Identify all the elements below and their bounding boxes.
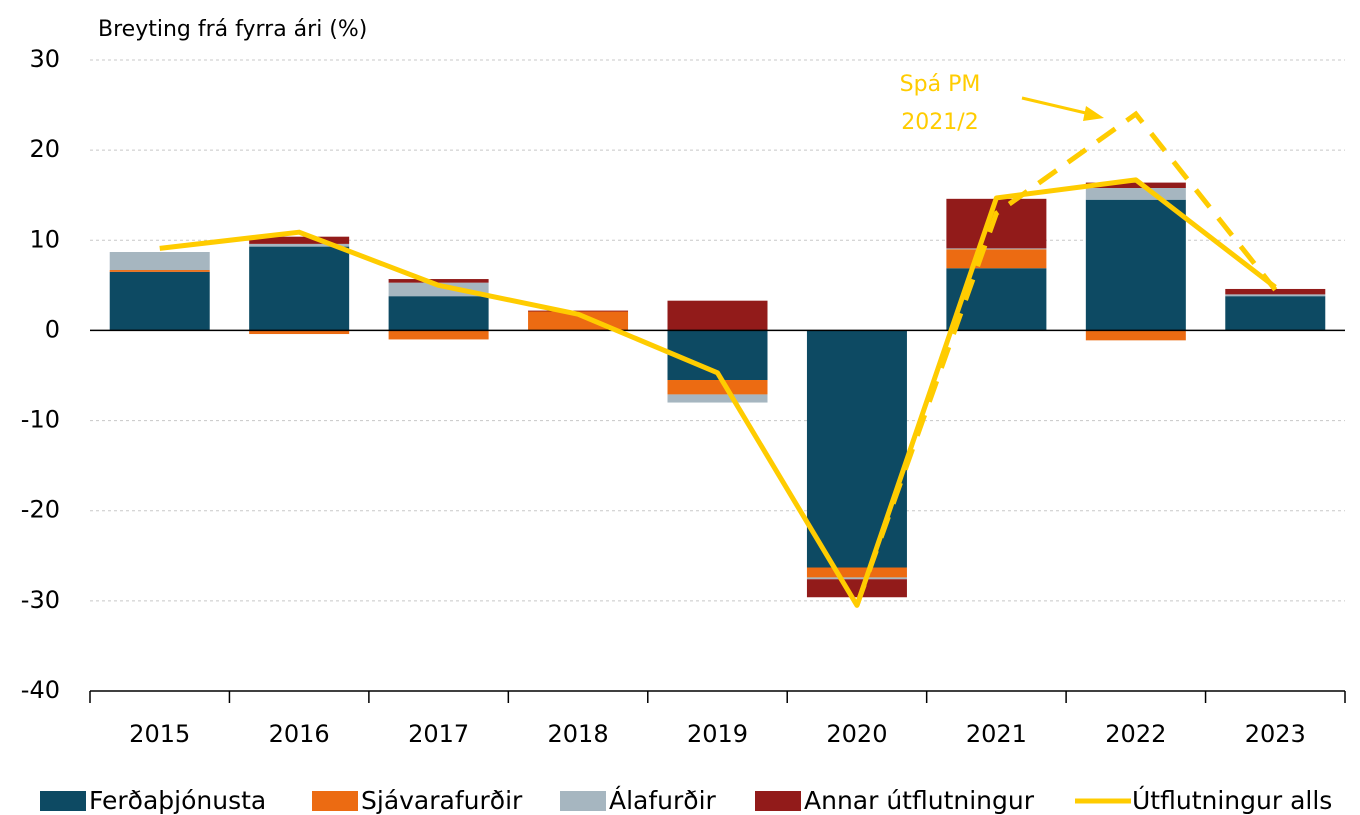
bar <box>388 279 489 283</box>
legend-label: Ferðaþjónusta <box>89 786 266 815</box>
bar <box>249 243 350 247</box>
x-tick-label: 2018 <box>548 720 609 748</box>
legend-label: Sjávarafurðir <box>361 786 523 815</box>
total-line <box>159 177 1277 608</box>
legend-swatch <box>560 791 606 811</box>
x-tick-label: 2021 <box>966 720 1027 748</box>
bar <box>946 249 1047 269</box>
y-tick-label: -10 <box>21 406 60 434</box>
bar <box>1225 296 1326 331</box>
legend-label: Annar útflutningur <box>804 786 1035 815</box>
bar <box>806 579 907 598</box>
y-tick-label: 10 <box>29 225 60 253</box>
x-tick-label: 2022 <box>1105 720 1166 748</box>
bar <box>1085 188 1186 200</box>
bar <box>667 300 768 331</box>
x-tick-label: 2023 <box>1245 720 1306 748</box>
bar <box>1085 330 1186 341</box>
legend-label: Álafurðir <box>609 786 717 815</box>
annotation: Spá PM <box>900 72 981 97</box>
forecast-line <box>854 110 1278 607</box>
y-axis-label: Breyting frá fyrra ári (%) <box>98 17 367 42</box>
legend-label: Útflutningur alls <box>1132 785 1332 815</box>
legend-swatch <box>40 791 86 811</box>
annotation: 2021/2 <box>901 110 978 135</box>
bar <box>806 330 907 568</box>
x-tick-label: 2020 <box>826 720 887 748</box>
bar <box>528 310 629 312</box>
y-tick-label: 0 <box>45 315 60 343</box>
y-tick-label: -30 <box>21 586 60 614</box>
bar <box>667 380 768 395</box>
bar <box>806 567 907 578</box>
bar <box>109 252 210 271</box>
y-tick-label: -20 <box>21 496 60 524</box>
bar <box>109 271 210 331</box>
bar <box>946 198 1047 249</box>
bar <box>109 270 210 272</box>
bar <box>388 296 489 331</box>
y-tick-label: -40 <box>21 676 60 704</box>
x-tick-label: 2017 <box>408 720 469 748</box>
bar <box>1085 199 1186 331</box>
bar <box>249 236 350 244</box>
bar <box>249 330 350 335</box>
annotation-arrow <box>1021 96 1091 116</box>
bar <box>1085 182 1186 189</box>
annotation-arrowhead <box>1083 106 1104 121</box>
legend-swatch <box>312 791 358 811</box>
x-tick-label: 2016 <box>269 720 330 748</box>
y-tick-label: 30 <box>29 45 60 73</box>
bar <box>249 246 350 331</box>
x-tick-label: 2015 <box>129 720 190 748</box>
legend-swatch <box>755 791 801 811</box>
bar <box>946 248 1047 250</box>
bar <box>806 577 907 580</box>
bar <box>1225 288 1326 295</box>
bar <box>1225 294 1326 297</box>
y-tick-label: 20 <box>29 135 60 163</box>
bar <box>667 394 768 403</box>
x-tick-label: 2019 <box>687 720 748 748</box>
bar <box>388 330 489 340</box>
